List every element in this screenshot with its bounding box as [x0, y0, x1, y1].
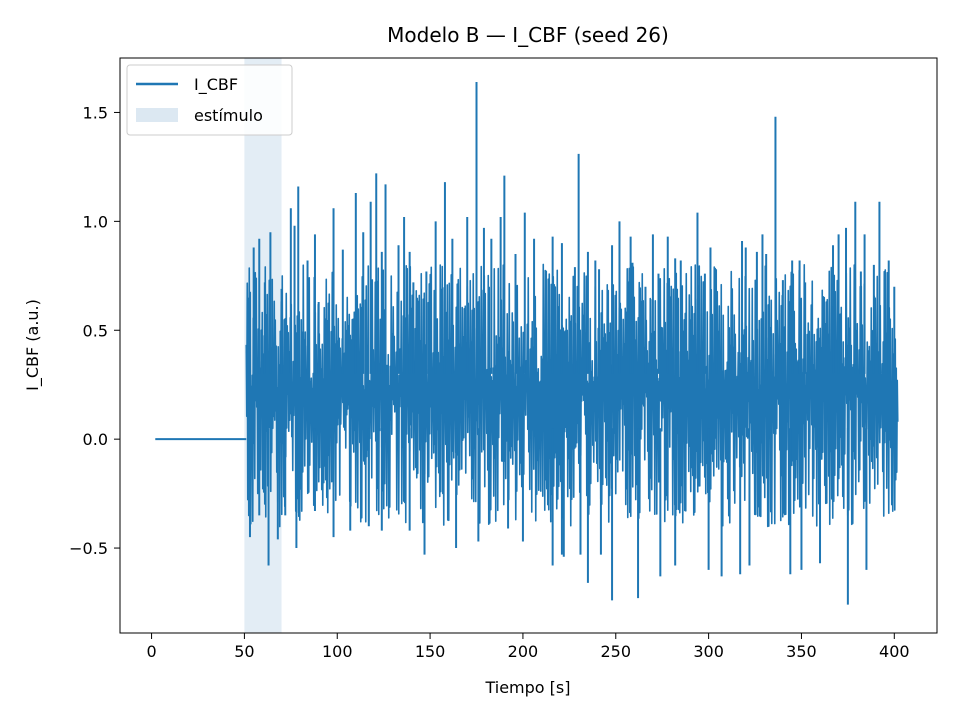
x-tick-label: 200 [508, 642, 539, 661]
x-tick-label: 400 [879, 642, 910, 661]
chart-title: Modelo B — I_CBF (seed 26) [387, 23, 669, 47]
y-tick-label: 1.5 [83, 103, 108, 122]
legend-swatch-stimulus [136, 108, 178, 122]
legend: I_CBF estímulo [126, 64, 293, 136]
plot-frame [119, 57, 938, 634]
x-tick-label: 0 [146, 642, 156, 661]
x-tick-label: 100 [322, 642, 353, 661]
x-tick-label: 50 [234, 642, 254, 661]
legend-label-series: I_CBF [194, 75, 238, 95]
y-axis-label: I_CBF (a.u.) [23, 299, 43, 391]
y-tick-label: 0.0 [83, 430, 108, 449]
x-tick-label: 250 [600, 642, 631, 661]
x-tick-label: 150 [415, 642, 446, 661]
series-signal-line [245, 263, 899, 528]
y-tick-label: −0.5 [69, 539, 108, 558]
x-tick-label: 350 [786, 642, 817, 661]
legend-label-stimulus: estímulo [194, 106, 263, 125]
y-tick-label: 1.0 [83, 212, 108, 231]
x-tick-label: 300 [693, 642, 724, 661]
y-tick-label: 0.5 [83, 321, 108, 340]
x-axis-label: Tiempo [s] [484, 678, 570, 697]
